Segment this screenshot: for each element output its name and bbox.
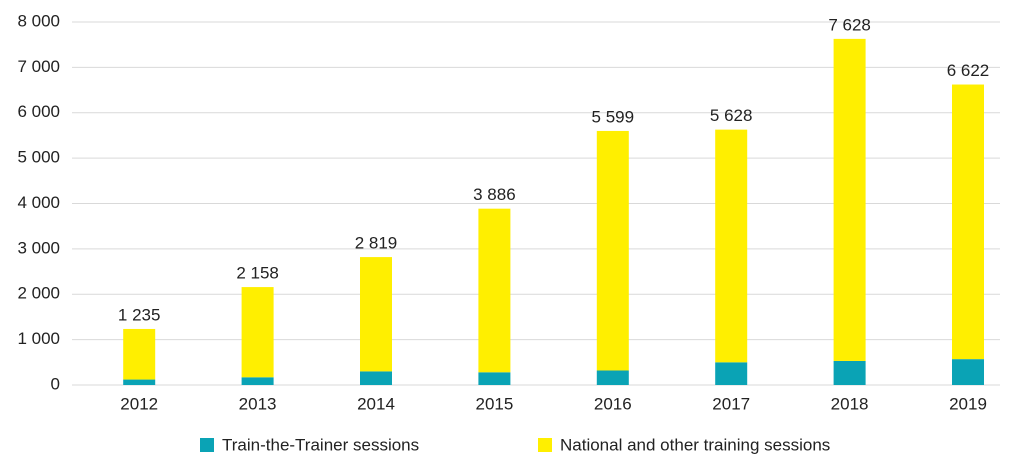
y-tick-label: 4 000 (17, 193, 60, 212)
y-tick-label: 2 000 (17, 284, 60, 303)
bar-segment (715, 129, 748, 363)
y-tick-label: 8 000 (17, 11, 60, 30)
bar-segment (833, 360, 866, 385)
bar-segment (123, 328, 156, 380)
bar-segment (715, 362, 748, 385)
bar-segment (596, 130, 629, 371)
bar-segment (241, 377, 274, 385)
bar-segment (833, 38, 866, 361)
legend-label: Train-the-Trainer sessions (222, 435, 419, 454)
y-tick-label: 1 000 (17, 329, 60, 348)
total-label: 3 886 (473, 185, 516, 204)
bar-segment (360, 257, 392, 372)
y-tick-label: 0 (51, 374, 60, 393)
total-label: 7 628 (828, 15, 871, 34)
x-tick-label: 2017 (712, 394, 750, 413)
x-tick-label: 2019 (949, 394, 987, 413)
bar-segment (241, 287, 274, 378)
x-tick-label: 2014 (357, 394, 395, 413)
x-tick-label: 2013 (239, 394, 277, 413)
bar-segment (478, 372, 511, 385)
bar-segment (360, 371, 392, 385)
bar-segment (123, 379, 156, 385)
bar-segment (952, 84, 984, 360)
legend-swatch (538, 438, 552, 452)
bar-segment (478, 208, 511, 373)
bar-segment (952, 359, 984, 385)
total-label: 5 599 (592, 107, 635, 126)
y-tick-label: 3 000 (17, 238, 60, 257)
y-tick-label: 5 000 (17, 148, 60, 167)
x-tick-label: 2012 (120, 394, 158, 413)
legend-swatch (200, 438, 214, 452)
total-label: 1 235 (118, 305, 161, 324)
bar-segment (596, 370, 629, 385)
x-tick-label: 2015 (475, 394, 513, 413)
total-label: 2 158 (236, 264, 279, 283)
x-tick-label: 2018 (831, 394, 869, 413)
y-tick-label: 6 000 (17, 102, 60, 121)
total-label: 6 622 (947, 61, 990, 80)
x-tick-label: 2016 (594, 394, 632, 413)
total-label: 5 628 (710, 106, 753, 125)
legend-label: National and other training sessions (560, 435, 830, 454)
y-tick-label: 7 000 (17, 57, 60, 76)
total-label: 2 819 (355, 234, 398, 253)
